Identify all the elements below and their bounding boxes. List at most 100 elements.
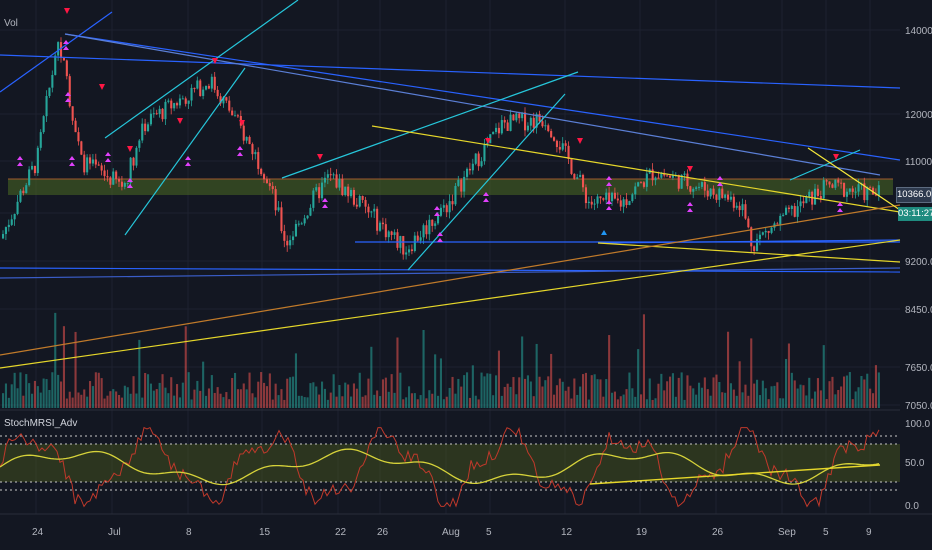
volume-bar [80, 394, 83, 408]
volume-bar [393, 392, 396, 408]
neutral-signal-icon [837, 202, 843, 212]
price-axis[interactable]: 14000.0 12000.0 11000.0 9200.0 8450.0 76… [905, 26, 932, 412]
volume-bar [60, 381, 63, 408]
candle [518, 111, 521, 124]
candle [779, 213, 782, 231]
trendline-cyan-5[interactable] [789, 149, 861, 181]
candle [477, 151, 480, 171]
candle [332, 172, 335, 179]
time-axis[interactable]: 24 Jul 8 15 22 26 Aug 5 12 19 26 Sep 5 9 [32, 527, 872, 538]
volume-bar [283, 399, 286, 408]
volume-bar [390, 374, 393, 408]
volume-bar [300, 395, 303, 408]
candle [848, 188, 851, 195]
trendline-cyan-4[interactable] [407, 93, 566, 271]
candle [550, 128, 553, 139]
candle [254, 149, 257, 160]
trendline-blue-bottom-2[interactable] [0, 267, 901, 279]
candle [561, 137, 564, 152]
candle [25, 182, 28, 194]
price-tick: 8450.0 [905, 305, 932, 316]
volume-bar [306, 397, 309, 408]
volume-bar [729, 383, 732, 408]
candle [100, 162, 103, 176]
volume-bar [181, 382, 184, 408]
drawn-trendlines[interactable] [0, 0, 901, 369]
trendline-cyan-3[interactable] [281, 71, 579, 179]
volume-bar [7, 397, 10, 408]
volume-bar [396, 337, 399, 408]
indicator-trendline[interactable] [589, 464, 881, 485]
candle [611, 191, 614, 206]
candle [727, 190, 730, 203]
volume-bar [91, 386, 94, 408]
trendline-yellow-2[interactable] [597, 242, 901, 263]
volume-bar [822, 345, 825, 408]
volume-bar [434, 354, 437, 408]
volume-bar [553, 394, 556, 408]
trendline-orange[interactable] [0, 204, 901, 356]
candle [497, 122, 500, 139]
indicator-name[interactable]: StochMRSI_Adv [4, 418, 78, 429]
candle [176, 101, 179, 109]
indicator-panel[interactable] [0, 426, 900, 508]
candle [599, 196, 602, 204]
trendline-yellow-4[interactable] [807, 147, 901, 211]
volume-bar [796, 388, 799, 408]
trendline-blue-left[interactable] [0, 11, 113, 93]
candle [115, 170, 118, 184]
candle [149, 109, 152, 127]
candle [544, 119, 547, 131]
volume-bar [524, 378, 527, 408]
candle [390, 230, 393, 241]
volume-bar [323, 388, 326, 408]
volume-bar [642, 314, 645, 408]
sell-signal-icon [177, 118, 183, 124]
volume-bar [387, 391, 390, 408]
volume-bar [210, 375, 213, 408]
candle [181, 95, 184, 100]
candle [306, 215, 309, 220]
volume-bar [173, 395, 176, 408]
candle [524, 107, 527, 137]
candle [431, 219, 434, 232]
indicator-axis: 100.0 50.0 0.0 [905, 419, 930, 512]
volume-bar [657, 383, 660, 408]
candle [738, 201, 741, 217]
volume-bar [25, 374, 28, 408]
candle [94, 153, 97, 169]
volume-bar [561, 381, 564, 408]
volume-bar [750, 338, 753, 408]
volume-bar [445, 396, 448, 408]
volume-bar [550, 353, 553, 408]
volume-bar [106, 395, 109, 408]
volume-bar [384, 377, 387, 408]
volume-bar [303, 397, 306, 408]
trendline-cyan-1[interactable] [104, 0, 299, 139]
volume-bar [773, 385, 776, 408]
trendline-blue-mid-2[interactable] [599, 239, 901, 244]
trendline-blue-bottom[interactable] [0, 267, 901, 273]
trendline-cyan-2[interactable] [124, 67, 246, 236]
volume-bar [689, 385, 692, 408]
trendline-blue-1[interactable] [64, 33, 901, 161]
candle [729, 191, 732, 202]
candle [814, 183, 817, 205]
trendline-blue-2[interactable] [64, 33, 881, 176]
volume-bar [31, 393, 34, 408]
trendline-yellow-3[interactable] [0, 239, 901, 369]
candle [500, 115, 503, 135]
volume-bar [254, 397, 257, 408]
volume-bar [294, 353, 297, 408]
volume-bar [857, 387, 860, 408]
candle [28, 166, 31, 187]
volume-bar [753, 383, 756, 408]
candle [863, 177, 866, 203]
candle [825, 179, 828, 186]
trendline-yellow-1[interactable] [371, 125, 901, 213]
volume-bar [602, 396, 605, 408]
volume-bar [764, 388, 767, 408]
trendline-blue-top[interactable] [0, 54, 901, 89]
volume-bar [419, 395, 422, 408]
